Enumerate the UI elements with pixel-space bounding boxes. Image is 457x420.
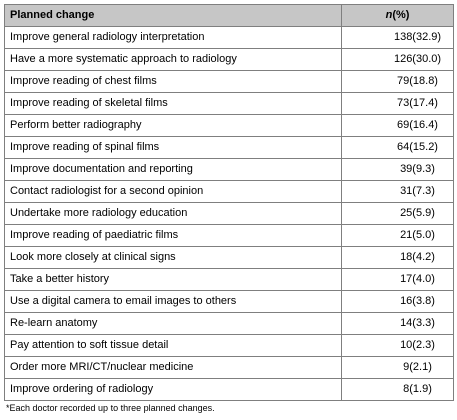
n-percent-cell: 21(5.0) — [341, 224, 454, 247]
planned-change-cell: Improve reading of paediatric films — [4, 224, 342, 247]
table-row: Improve reading of spinal films 64(15.2) — [4, 136, 454, 159]
table-row: Undertake more radiology education 25(5.9… — [4, 202, 454, 225]
n-percent-cell: 18(4.2) — [341, 246, 454, 269]
table-row: Pay attention to soft tissue detail 10(2.… — [4, 334, 454, 357]
n-percent-cell: 14(3.3) — [341, 312, 454, 335]
planned-change-cell: Perform better radiography — [4, 114, 342, 137]
table-footnote: *Each doctor recorded up to three planne… — [6, 403, 215, 413]
n-percent-cell: 39(9.3) — [341, 158, 454, 181]
planned-change-cell: Improve documentation and reporting — [4, 158, 342, 181]
table-row: Take a better history 17(4.0) — [4, 268, 454, 291]
planned-change-cell: Improve ordering of radiology — [4, 378, 342, 401]
table-row: Order more MRI/CT/nuclear medicine 9(2.1) — [4, 356, 454, 379]
table-row: Improve reading of chest films 79(18.8) — [4, 70, 454, 93]
header-percent-label: (%) — [392, 9, 410, 21]
n-percent-cell: 25(5.9) — [341, 202, 454, 225]
planned-change-cell: Improve reading of skeletal films — [4, 92, 342, 115]
planned-change-cell: Improve reading of spinal films — [4, 136, 342, 159]
planned-change-cell: Take a better history — [4, 268, 342, 291]
planned-change-cell: Contact radiologist for a second opinion — [4, 180, 342, 203]
n-percent-cell: 31(7.3) — [341, 180, 454, 203]
planned-change-cell: Order more MRI/CT/nuclear medicine — [4, 356, 342, 379]
table-row: Re-learn anatomy 14(3.3) — [4, 312, 454, 335]
planned-change-cell: Improve reading of chest films — [4, 70, 342, 93]
n-percent-cell: 73(17.4) — [341, 92, 454, 115]
table-header-row: Planned change n(%) — [4, 4, 454, 27]
table-row: Use a digital camera to email images to … — [4, 290, 454, 313]
table-row: Improve documentation and reporting 39(9.… — [4, 158, 454, 181]
table-row: Improve reading of paediatric films 21(5.… — [4, 224, 454, 247]
n-percent-cell: 17(4.0) — [341, 268, 454, 291]
planned-change-cell: Re-learn anatomy — [4, 312, 342, 335]
table-row: Look more closely at clinical signs 18(4.… — [4, 246, 454, 269]
n-percent-cell: 16(3.8) — [341, 290, 454, 313]
table-row: Contact radiologist for a second opinion… — [4, 180, 454, 203]
n-percent-cell: 8(1.9) — [341, 378, 454, 401]
table-row: Perform better radiography 69(16.4) — [4, 114, 454, 137]
n-percent-cell: 79(18.8) — [341, 70, 454, 93]
planned-change-cell: Undertake more radiology education — [4, 202, 342, 225]
planned-change-cell: Look more closely at clinical signs — [4, 246, 342, 269]
table-body: Improve general radiology interpretation… — [4, 26, 454, 401]
table-row: Improve ordering of radiology 8(1.9) — [4, 378, 454, 401]
table-row: Improve reading of skeletal films 73(17.4… — [4, 92, 454, 115]
planned-change-cell: Pay attention to soft tissue detail — [4, 334, 342, 357]
table-row: Have a more systematic approach to radio… — [4, 48, 454, 71]
table-row: Improve general radiology interpretation… — [4, 26, 454, 49]
n-percent-cell: 9(2.1) — [341, 356, 454, 379]
planned-change-cell: Have a more systematic approach to radio… — [4, 48, 342, 71]
n-percent-cell: 64(15.2) — [341, 136, 454, 159]
planned-changes-table-container: Planned change n(%) Improve general radi… — [4, 4, 454, 401]
header-planned-change: Planned change — [4, 4, 342, 27]
n-percent-cell: 138(32.9) — [341, 26, 454, 49]
n-percent-cell: 69(16.4) — [341, 114, 454, 137]
header-n-percent: n(%) — [341, 4, 454, 27]
planned-changes-table: Planned change n(%) Improve general radi… — [4, 4, 454, 401]
header-n-label: n — [385, 9, 393, 21]
planned-change-cell: Use a digital camera to email images to … — [4, 290, 342, 313]
n-percent-cell: 10(2.3) — [341, 334, 454, 357]
planned-change-cell: Improve general radiology interpretation — [4, 26, 342, 49]
n-percent-cell: 126(30.0) — [341, 48, 454, 71]
